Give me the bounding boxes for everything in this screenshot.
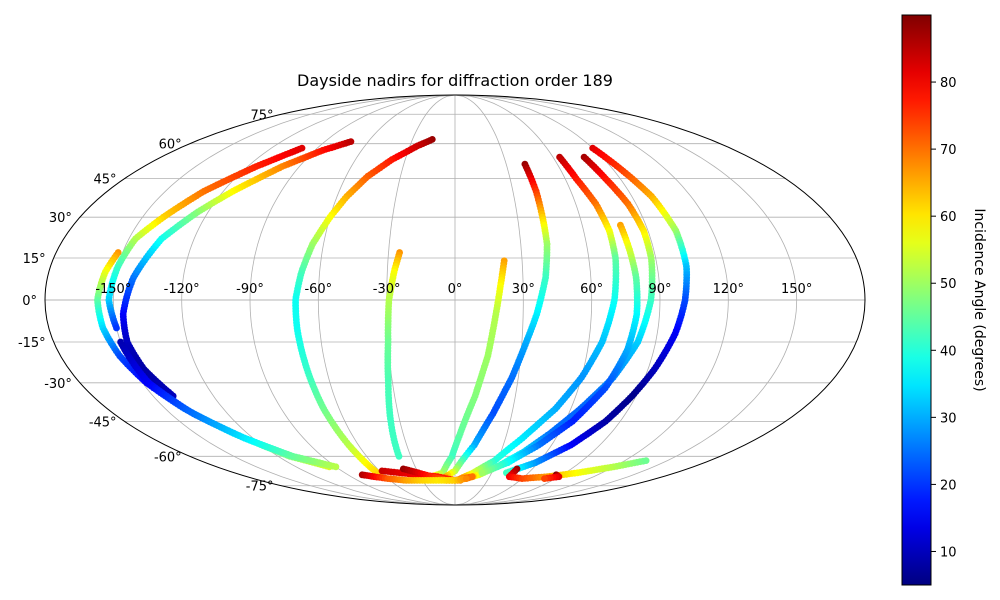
map-outline	[44, 94, 866, 506]
colorbar-tick-label: 30	[940, 411, 957, 426]
lat-tick-label: -60°	[154, 450, 182, 465]
lon-tick-label: 120°	[713, 282, 744, 297]
lon-tick-label: -150°	[95, 282, 131, 297]
colorbar-tick-label: 10	[940, 545, 957, 560]
lon-tick-label: -120°	[164, 282, 200, 297]
lat-tick-label: -30°	[44, 377, 72, 392]
colorbar-tick-label: 40	[940, 344, 957, 359]
lon-tick-label: 60°	[580, 282, 603, 297]
lat-tick-label: 15°	[23, 252, 46, 267]
colorbar-label: Incidence Angle (degrees)	[971, 208, 987, 391]
lat-tick-labels: 75° 60° 45° 30° 15° 0° -15° -30° -45° -60° -75°	[18, 108, 274, 494]
colorbar-gradient	[901, 14, 932, 586]
colorbar: 10 20 30 40 50 60 70 80 Incidence Angle (degree…	[901, 14, 987, 586]
data-point	[478, 469, 486, 477]
lon-tick-label: 90°	[648, 282, 671, 297]
lon-tick-label: -90°	[236, 282, 264, 297]
data-point	[113, 324, 120, 332]
data-point	[395, 452, 403, 460]
lat-tick-label: 75°	[250, 108, 273, 123]
lat-tick-label: 30°	[49, 211, 72, 226]
lon-tick-labels: -150° -120° -90° -60° -30° 0° 30° 60° 90° 120° 150…	[95, 282, 812, 297]
lon-tick-label: -30°	[373, 282, 401, 297]
colorbar-tick-label: 50	[940, 277, 957, 292]
lon-tick-label: 150°	[781, 282, 812, 297]
chart-title: Dayside nadirs for diffraction order 189	[297, 71, 613, 90]
lat-tick-label: -45°	[89, 415, 117, 430]
data-point	[332, 463, 340, 471]
colorbar-tick-label: 70	[940, 143, 957, 158]
data-point	[541, 475, 548, 482]
lat-tick-label: 45°	[94, 173, 117, 188]
data-points	[94, 136, 691, 484]
colorbar-ticks: 10 20 30 40 50 60 70 80	[931, 76, 957, 560]
data-point	[468, 473, 476, 481]
lon-tick-label: 30°	[512, 282, 535, 297]
data-point	[462, 475, 470, 482]
lat-tick-label: 0°	[22, 294, 37, 309]
data-point	[347, 138, 355, 146]
lon-tick-label: -60°	[304, 282, 332, 297]
lon-tick-label: 0°	[448, 282, 463, 297]
lat-tick-label: 60°	[159, 138, 182, 153]
data-point	[642, 457, 650, 464]
colorbar-tick-label: 80	[940, 76, 957, 91]
lat-tick-label: -75°	[246, 480, 274, 495]
colorbar-tick-label: 20	[940, 478, 957, 493]
colorbar-tick-label: 60	[940, 210, 957, 225]
lat-tick-label: -15°	[18, 336, 46, 351]
